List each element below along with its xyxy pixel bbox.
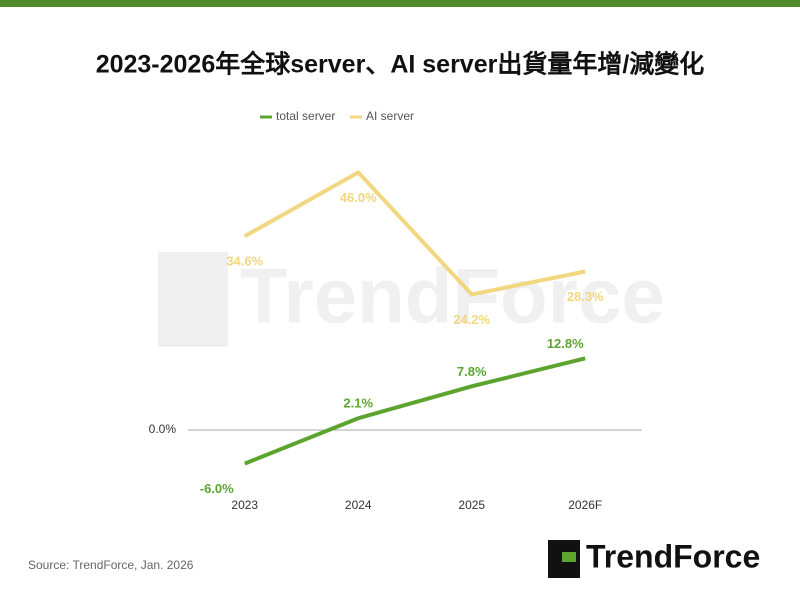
logo-text: TrendForce: [586, 538, 760, 574]
watermark-icon: [158, 252, 228, 347]
top-bar: [0, 0, 800, 7]
data-label: 24.2%: [453, 312, 490, 327]
series-line: [243, 169, 586, 297]
legend-label: AI server: [366, 109, 414, 123]
logo: TrendForce: [548, 538, 760, 578]
legend-label: total server: [276, 109, 335, 123]
data-label: 12.8%: [547, 336, 584, 351]
watermark: TrendForce: [158, 252, 665, 347]
x-tick-label: 2026F: [568, 498, 602, 512]
data-label: 7.8%: [457, 364, 487, 379]
data-label: 28.3%: [567, 289, 604, 304]
x-tick-label: 2025: [458, 498, 485, 512]
x-tick-label: 2023: [231, 498, 258, 512]
series-line: [244, 356, 586, 466]
data-label: -6.0%: [200, 481, 234, 496]
data-label: 2.1%: [343, 396, 373, 411]
watermark-text: TrendForce: [240, 252, 665, 340]
y-tick-label: 0.0%: [149, 422, 177, 436]
data-label: 34.6%: [226, 254, 263, 269]
logo-icon-accent: [562, 552, 576, 562]
source: Source: TrendForce, Jan. 2026: [28, 558, 194, 572]
x-tick-label: 2024: [345, 498, 372, 512]
data-label: 46.0%: [340, 190, 377, 205]
chart-title: 2023-2026年全球server、AI server出貨量年增/減變化: [96, 50, 705, 79]
